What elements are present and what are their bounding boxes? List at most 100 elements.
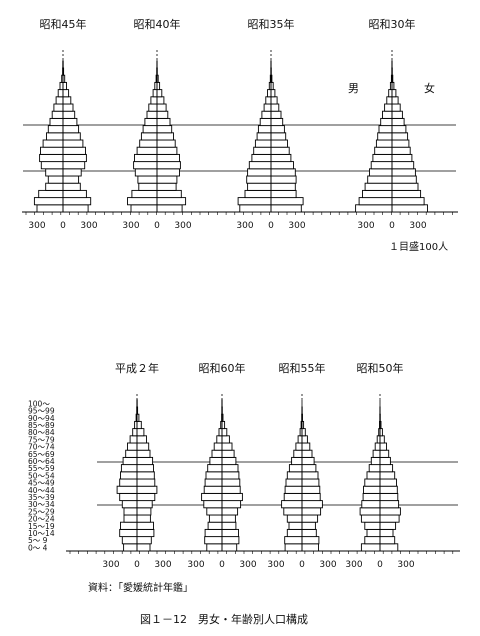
bar-male	[367, 175, 393, 184]
bar-male	[201, 492, 223, 502]
bar-male	[267, 89, 272, 98]
bar-male	[355, 204, 393, 213]
bar-male	[137, 175, 158, 184]
bar-female	[221, 478, 241, 487]
bar-female	[136, 500, 153, 509]
bar-male	[211, 449, 223, 458]
bar-male	[120, 464, 138, 473]
bar-male	[51, 110, 64, 119]
bar-male	[291, 456, 303, 466]
bar-female	[379, 478, 397, 487]
bar-male	[366, 471, 381, 480]
bar-female	[221, 500, 242, 509]
bar-female	[391, 197, 425, 206]
bar-male	[55, 96, 64, 105]
bar-female	[136, 435, 147, 444]
bar-male	[204, 528, 223, 538]
bar-female	[156, 103, 167, 112]
x-tick-label: 300	[267, 560, 284, 570]
bar-female	[221, 536, 240, 545]
x-tick-label: 0	[389, 221, 395, 231]
bar-female	[379, 521, 397, 530]
bar-male	[283, 492, 303, 502]
bar-female	[136, 471, 155, 480]
bar-female	[379, 471, 396, 480]
bar-female	[221, 456, 237, 466]
bar-male	[257, 125, 272, 134]
bar-female	[301, 528, 317, 538]
unit-note: １目盛100人	[389, 242, 449, 253]
bar-female	[301, 514, 319, 523]
bar-male	[46, 132, 64, 141]
bar-male	[131, 189, 158, 199]
bar-male	[361, 500, 381, 509]
bar-male	[253, 146, 272, 155]
bar-male	[206, 543, 223, 552]
age-group-label: 30～34	[28, 500, 55, 509]
bar-female	[379, 492, 399, 502]
bar-male	[363, 485, 381, 494]
bar-female	[136, 507, 152, 516]
bar-male	[119, 528, 138, 538]
bar-female	[270, 89, 276, 98]
bar-female	[391, 117, 405, 127]
x-tick-label: 300	[187, 560, 204, 570]
bar-female	[156, 153, 180, 163]
bar-female	[301, 492, 321, 502]
age-group-label: 45～49	[28, 479, 55, 488]
bar-female	[156, 89, 163, 98]
bar-male	[123, 514, 138, 523]
bar-female	[62, 204, 89, 213]
bar-male	[53, 103, 64, 112]
bar-female	[301, 442, 311, 451]
pyramid-title: 昭和45年	[40, 17, 87, 31]
bar-male	[139, 139, 158, 148]
bar-female	[156, 132, 174, 141]
bar-male	[136, 146, 158, 155]
bar-male	[116, 485, 138, 494]
bar-female	[156, 189, 182, 199]
bar-female	[391, 182, 419, 191]
bar-male	[372, 153, 393, 163]
bar-male	[372, 449, 381, 458]
bar-female	[301, 449, 313, 458]
bar-male	[120, 521, 138, 530]
age-group-label: 20～24	[28, 515, 55, 524]
bar-male	[295, 442, 303, 451]
bar-male	[259, 117, 272, 127]
bar-male	[286, 528, 303, 538]
x-tick-label: 0	[134, 560, 140, 570]
bar-female	[391, 168, 416, 177]
bar-female	[62, 161, 86, 170]
bar-male	[286, 471, 303, 480]
x-tick-label: 0	[60, 221, 66, 231]
bar-male	[370, 456, 381, 466]
bar-male	[247, 182, 272, 191]
bar-male	[288, 521, 303, 530]
x-tick-label: 300	[154, 560, 171, 570]
bar-male	[366, 528, 381, 538]
pyramid-title: 昭和60年	[199, 361, 246, 375]
bar-male	[284, 543, 303, 552]
bar-male	[125, 449, 138, 458]
bar-female	[301, 521, 316, 530]
bar-male	[375, 139, 393, 148]
bar-female	[62, 110, 76, 119]
bar-female	[136, 449, 151, 458]
age-group-label: 95～99	[28, 407, 55, 416]
bar-female	[270, 161, 294, 170]
pyramid-title: 昭和30年	[369, 17, 416, 31]
bar-female	[391, 110, 403, 119]
bar-female	[391, 89, 397, 98]
x-tick-label: 300	[319, 560, 336, 570]
bar-male	[119, 478, 138, 487]
bar-male	[364, 521, 381, 530]
bar-female	[156, 182, 177, 191]
bar-male	[127, 442, 138, 451]
bar-male	[368, 464, 381, 473]
bar-male	[378, 125, 393, 134]
bar-female	[391, 161, 415, 170]
bar-male	[362, 189, 393, 199]
bar-female	[391, 189, 422, 199]
bar-female	[391, 204, 428, 213]
